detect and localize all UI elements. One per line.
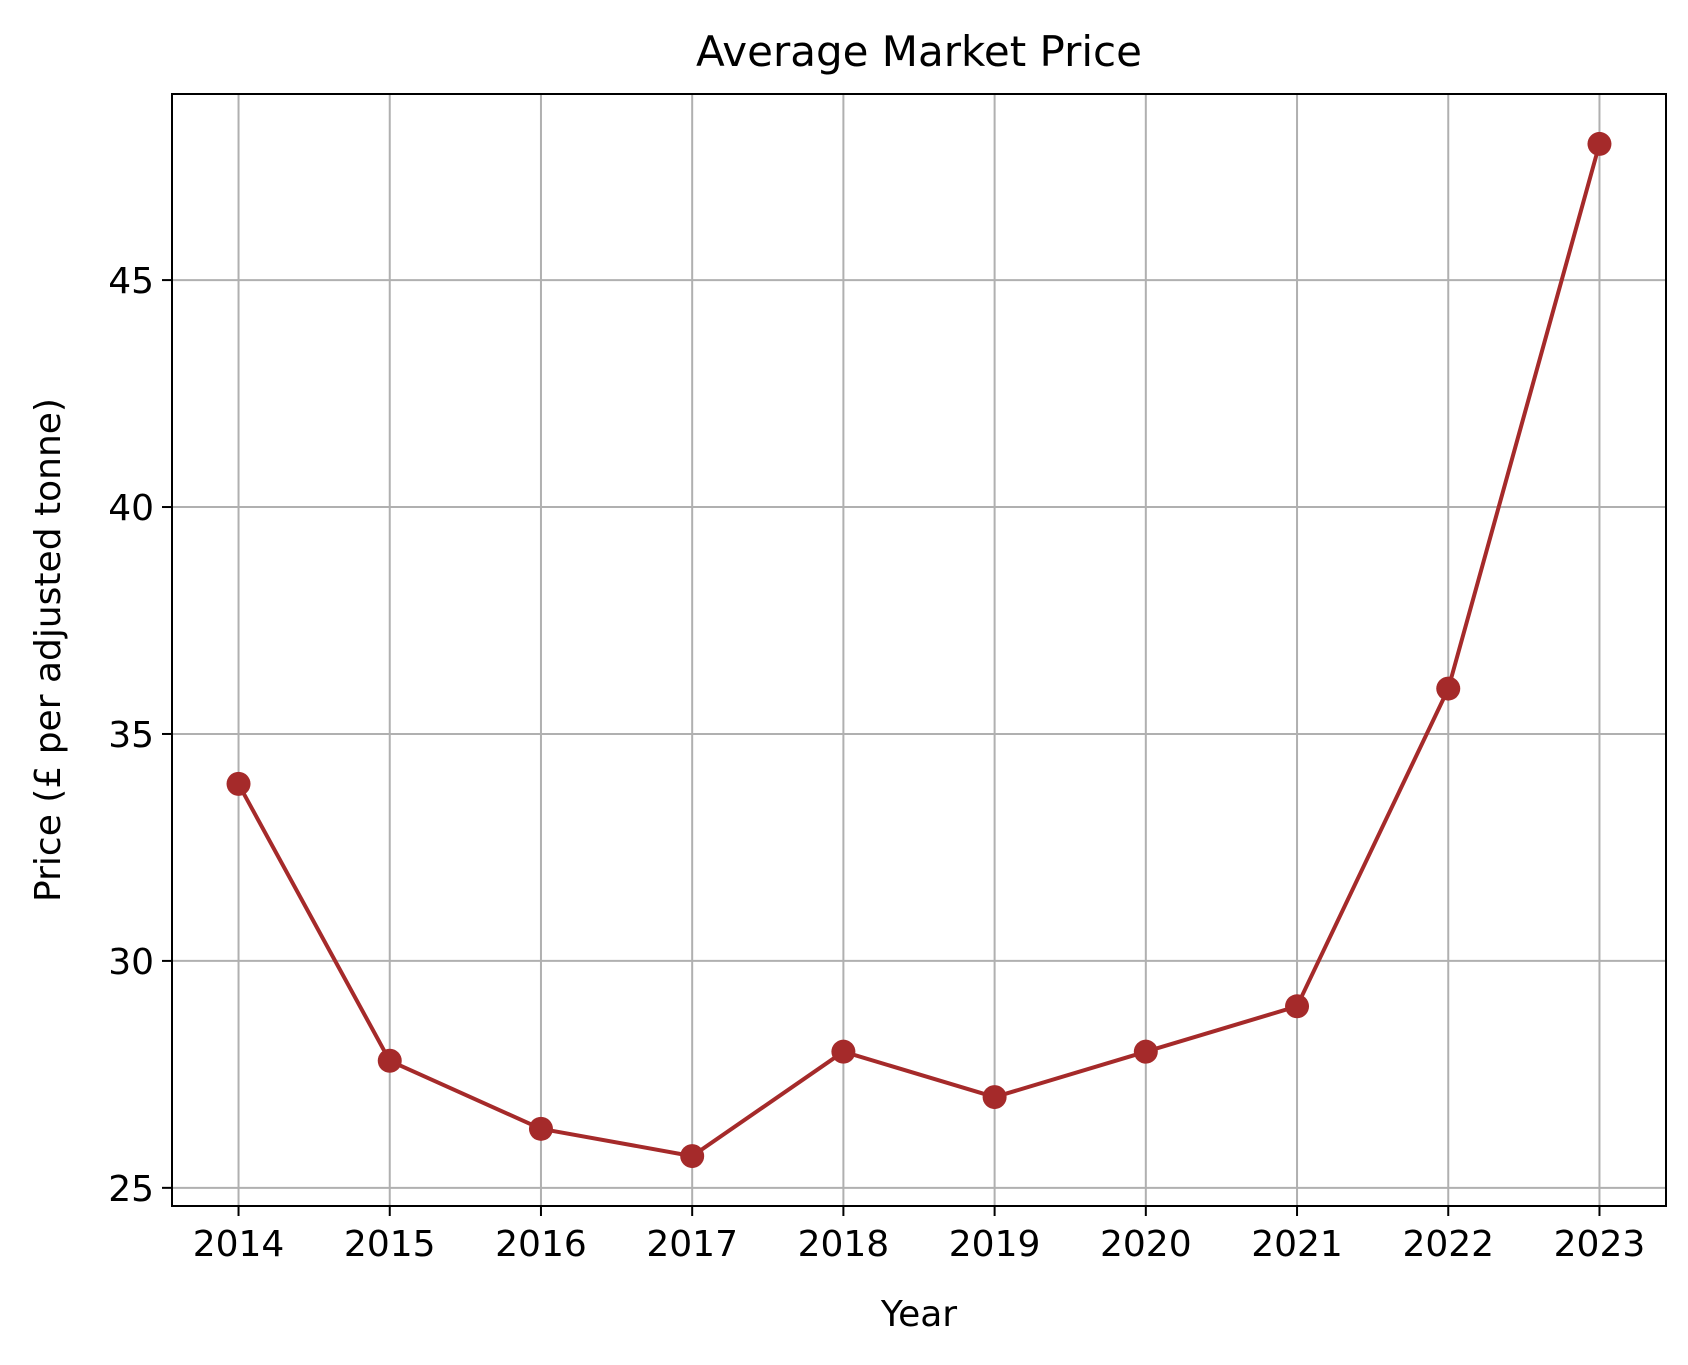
x-tick-label: 2020 — [1100, 1224, 1192, 1265]
series-layer — [226, 131, 1612, 1169]
y-tick-label: 25 — [108, 1169, 154, 1210]
data-point-marker — [226, 771, 251, 796]
x-tick-label: 2019 — [949, 1224, 1041, 1265]
x-tick-label: 2015 — [344, 1224, 436, 1265]
x-tick-label: 2021 — [1251, 1224, 1343, 1265]
y-tick-label: 35 — [108, 715, 154, 756]
y-axis-title: Price (£ per adjusted tonne) — [28, 398, 69, 902]
data-point-marker — [982, 1085, 1007, 1110]
data-point-marker — [1133, 1039, 1158, 1064]
data-point-marker — [528, 1116, 553, 1141]
data-point-marker — [1436, 676, 1461, 701]
data-point-marker — [377, 1048, 402, 1073]
data-point-marker — [680, 1144, 705, 1169]
series-line — [236, 143, 1602, 1159]
data-point-marker — [1587, 131, 1612, 156]
y-tick-label: 30 — [108, 942, 154, 983]
chart-title: Average Market Price — [696, 27, 1142, 76]
x-tick-label: 2016 — [495, 1224, 587, 1265]
x-tick-label: 2017 — [646, 1224, 738, 1265]
x-tick-label: 2022 — [1402, 1224, 1494, 1265]
x-axis-title: Year — [880, 1294, 957, 1335]
x-tick-label: 2018 — [798, 1224, 890, 1265]
data-point-marker — [1285, 994, 1310, 1019]
plot-frame — [171, 93, 1667, 1207]
y-tick-label: 40 — [108, 488, 154, 529]
grid-lines — [172, 94, 1666, 1206]
data-point-marker — [831, 1039, 856, 1064]
axis-ticks: 2014 2015 2016 2017 2018 2019 2020 2021 2022 2023… — [108, 261, 1645, 1265]
y-tick-label: 45 — [108, 261, 154, 302]
x-tick-label: 2014 — [193, 1224, 285, 1265]
x-tick-label: 2023 — [1554, 1224, 1646, 1265]
